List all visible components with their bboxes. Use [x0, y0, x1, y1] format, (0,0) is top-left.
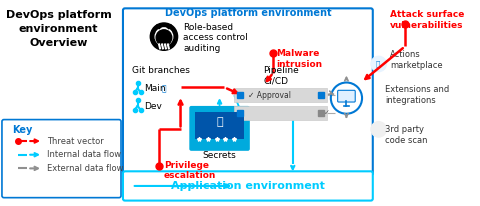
Text: 🔒: 🔒 [216, 117, 223, 126]
FancyBboxPatch shape [123, 8, 373, 175]
Text: Extensions and
integrations: Extensions and integrations [385, 85, 450, 105]
Text: Key: Key [12, 125, 32, 136]
Text: Git branches: Git branches [132, 66, 190, 75]
Text: External data flow: External data flow [47, 164, 123, 173]
Text: DevOps platform environment: DevOps platform environment [165, 8, 331, 18]
Text: ✓: ✓ [324, 110, 330, 116]
Text: Internal data flow: Internal data flow [47, 150, 121, 159]
Text: 3rd party
code scan: 3rd party code scan [385, 125, 428, 145]
FancyBboxPatch shape [234, 88, 327, 102]
Text: Privilege
escalation: Privilege escalation [164, 161, 216, 180]
Text: 🔒: 🔒 [162, 84, 167, 94]
Text: Main: Main [144, 84, 166, 94]
FancyBboxPatch shape [189, 106, 250, 151]
Circle shape [371, 56, 386, 72]
Text: 💻: 💻 [375, 61, 380, 67]
Text: Attack surface
vulnerabilities: Attack surface vulnerabilities [390, 10, 465, 30]
Polygon shape [156, 25, 161, 29]
FancyBboxPatch shape [123, 171, 373, 201]
FancyBboxPatch shape [2, 120, 121, 198]
Text: DevOps platform
environment
Overview: DevOps platform environment Overview [6, 10, 112, 48]
FancyBboxPatch shape [337, 90, 355, 102]
Text: Dev: Dev [144, 102, 162, 111]
Polygon shape [167, 25, 172, 29]
FancyBboxPatch shape [234, 106, 327, 120]
Circle shape [150, 23, 178, 50]
Text: Role-based
access control
auditing: Role-based access control auditing [183, 23, 248, 53]
Circle shape [371, 122, 386, 137]
Circle shape [155, 28, 173, 45]
Text: Secrets: Secrets [203, 151, 237, 160]
Text: Pipeline
CI/CD: Pipeline CI/CD [264, 66, 299, 85]
Text: Actions
marketplace: Actions marketplace [390, 50, 443, 70]
Text: Malware
intrusion: Malware intrusion [276, 49, 322, 69]
Text: Threat vector: Threat vector [47, 137, 104, 146]
FancyBboxPatch shape [195, 112, 244, 139]
Circle shape [156, 30, 172, 45]
Text: ✓ Approval: ✓ Approval [248, 91, 291, 100]
Text: Application environment: Application environment [171, 181, 325, 191]
